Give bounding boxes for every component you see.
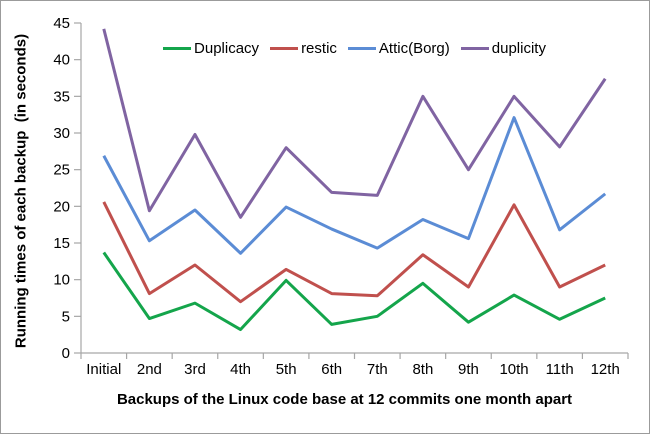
y-tick-label: 30 — [53, 125, 70, 142]
y-tick-label: 35 — [53, 88, 70, 105]
y-tick-label: 10 — [53, 272, 70, 289]
legend-item-restic: restic — [270, 40, 337, 57]
x-tick-label: 2nd — [137, 361, 162, 378]
x-tick-label: Initial — [86, 361, 121, 378]
series-line-duplicity — [102, 28, 607, 219]
x-tick-label: 4th — [230, 361, 251, 378]
y-tick-label: 45 — [53, 15, 70, 32]
series-line-duplicacy — [102, 251, 606, 332]
legend-swatch-duplicacy — [163, 47, 192, 50]
y-tick-label: 20 — [53, 198, 70, 215]
y-tick-label: 15 — [53, 235, 70, 252]
y-tick-label: 40 — [53, 52, 70, 69]
legend-swatch-attic-borg — [347, 47, 376, 50]
x-tick-label: 10th — [499, 361, 528, 378]
x-tick-label: 6th — [321, 361, 342, 378]
legend-swatch-restic — [270, 47, 299, 50]
x-tick-label: 7th — [367, 361, 388, 378]
x-tick-label: 9th — [458, 361, 479, 378]
x-axis-title: Backups of the Linux code base at 12 com… — [116, 391, 573, 408]
legend-item-duplicacy: Duplicacy — [163, 40, 259, 57]
legend: Duplicacy restic Attic(Borg) duplicity — [81, 40, 628, 57]
y-tick-label: 5 — [62, 308, 70, 325]
x-tick-label: 8th — [412, 361, 433, 378]
y-tick-label: 25 — [53, 162, 70, 179]
legend-item-attic-borg: Attic(Borg) — [347, 40, 450, 57]
x-tick-label: 11th — [546, 361, 574, 378]
x-tick-label: 12th — [591, 361, 620, 378]
y-axis-title: Running times of each backup (in seconds… — [12, 33, 30, 349]
legend-label-duplicacy: Duplicacy — [194, 40, 260, 57]
x-tick-label: 5th — [276, 361, 297, 378]
y-tick-label: 0 — [62, 345, 70, 362]
legend-label-duplicity: duplicity — [491, 40, 546, 57]
x-tick-label: 3rd — [184, 361, 206, 378]
series-line-attic-borg- — [102, 116, 607, 255]
legend-label-attic-borg: Attic(Borg) — [378, 40, 450, 57]
series-line-restic — [102, 201, 606, 304]
legend-label-restic: restic — [301, 40, 337, 57]
legend-swatch-duplicity — [460, 47, 489, 50]
legend-item-duplicity: duplicity — [460, 40, 546, 57]
